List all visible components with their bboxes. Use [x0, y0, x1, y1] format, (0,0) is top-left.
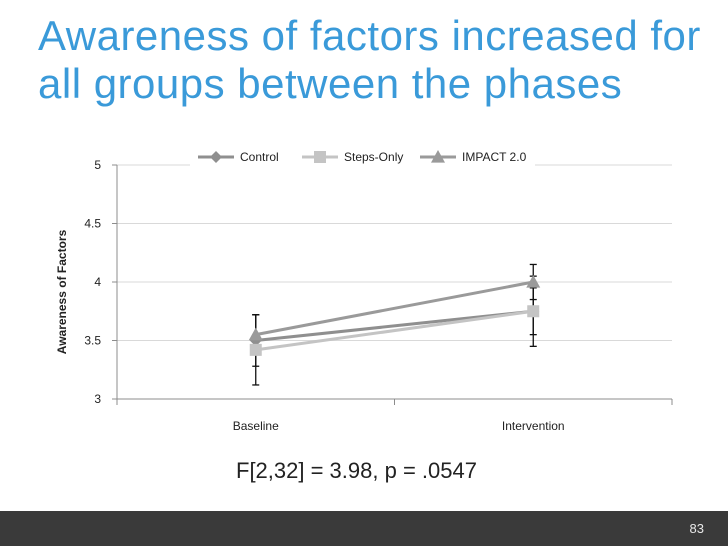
- data-point: [248, 327, 263, 341]
- y-tick-label: 3.5: [84, 334, 101, 348]
- statistic-text: F[2,32] = 3.98, p = .0547: [236, 458, 477, 483]
- legend-label: Steps-Only: [344, 150, 403, 164]
- series-line: [255, 309, 534, 342]
- data-point: [526, 275, 541, 288]
- series-line: [255, 309, 534, 352]
- y-tick-label: 3: [94, 392, 101, 406]
- y-tick-label: 5: [94, 158, 101, 172]
- legend-marker: [210, 151, 222, 163]
- legend-label: Control: [240, 150, 279, 164]
- legend-box: [190, 148, 535, 170]
- slide-title-line-2: all groups between the phases: [38, 60, 623, 107]
- y-tick-label: 4.5: [84, 217, 101, 231]
- slide-title-line-1: Awareness of factors increased for: [38, 12, 701, 59]
- y-tick-label: 4: [94, 275, 101, 289]
- footer-bar: 83: [0, 511, 728, 546]
- x-tick-label: Baseline: [233, 419, 279, 433]
- legend-label: IMPACT 2.0: [462, 150, 527, 164]
- data-point: [249, 343, 262, 356]
- series-line: [255, 280, 534, 337]
- legend-marker: [431, 150, 445, 163]
- data-point: [527, 305, 540, 318]
- slide-title: Awareness of factors increased for all g…: [38, 12, 718, 108]
- x-tick-label: Intervention: [502, 419, 565, 433]
- legend-marker: [314, 151, 326, 163]
- page-number: 83: [689, 521, 704, 536]
- y-axis-label: Awareness of Factors: [55, 229, 69, 354]
